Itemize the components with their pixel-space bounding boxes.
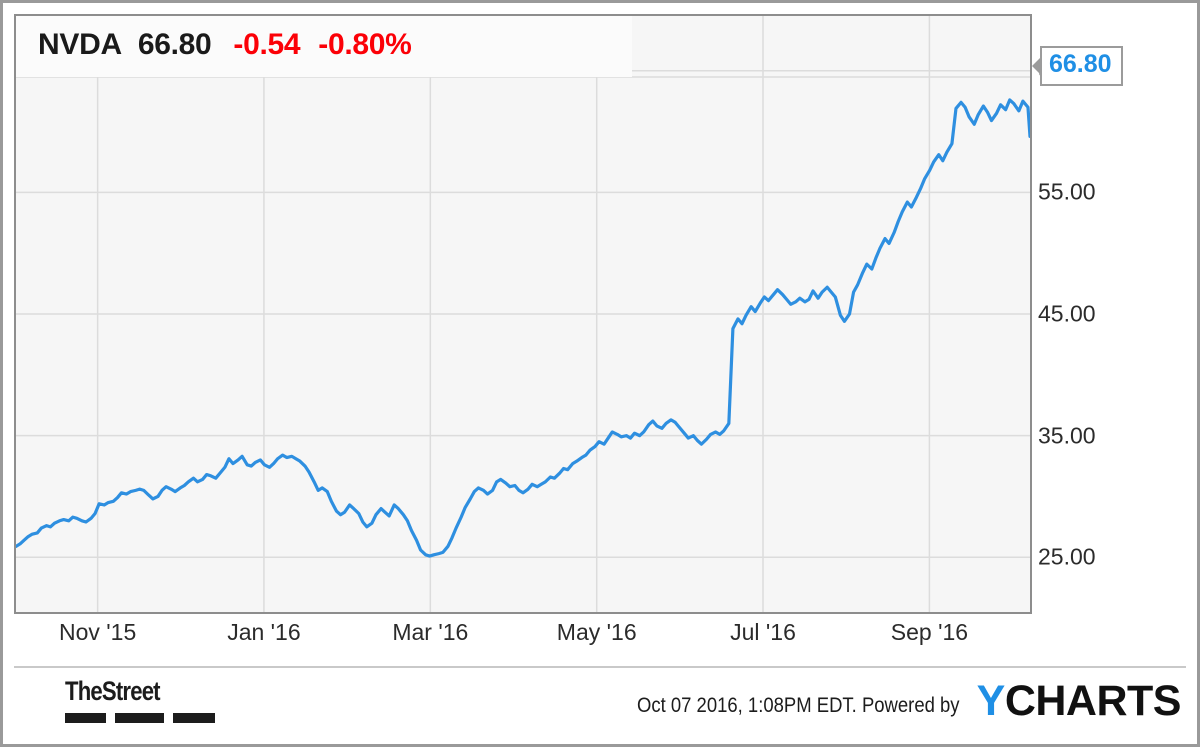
ticker-symbol: NVDA <box>38 28 122 61</box>
x-axis: Nov '15 Jan '16 Mar '16 May '16 Jul '16 Sep '… <box>14 619 1032 659</box>
plot-inner <box>16 16 1030 612</box>
quote-header: NVDA 66.80 -0.54 -0.80% <box>38 28 412 62</box>
y-axis-tick-label: 35.00 <box>1038 422 1096 449</box>
dash-3 <box>172 713 215 723</box>
x-axis-tick-label: Sep '16 <box>890 619 969 645</box>
x-axis-tick-label: Nov '15 <box>58 619 137 645</box>
dash-2 <box>114 713 164 723</box>
y-axis-tick-label: 55.00 <box>1038 178 1096 205</box>
quote-header-band <box>16 16 632 77</box>
ycharts-y: Y <box>976 677 1006 725</box>
y-axis-tick-label: 45.00 <box>1038 300 1096 327</box>
plot-area: NVDA 66.80 -0.54 -0.80% <box>14 14 1032 614</box>
callout-value: 66.80 <box>1040 46 1123 86</box>
price-line <box>16 98 1030 558</box>
x-axis-tick-label: Mar '16 <box>392 619 469 645</box>
thestreet-logo: TheStreet <box>65 676 215 723</box>
footer-divider <box>14 666 1186 668</box>
thestreet-dashes-icon <box>65 713 215 723</box>
price-change: -0.54 <box>233 28 301 61</box>
dash-1 <box>65 713 106 723</box>
price-change-percent: -0.80% <box>318 28 412 61</box>
x-axis-tick-label: May '16 <box>556 619 637 645</box>
callout-notch-icon <box>1032 57 1041 75</box>
x-axis-tick-label: Jan '16 <box>227 619 301 645</box>
y-axis-tick-label: 25.00 <box>1038 543 1096 570</box>
ycharts-logo: YCHARTS <box>976 677 1182 725</box>
last-price: 66.80 <box>137 28 212 61</box>
grid-lines <box>16 16 1030 612</box>
ycharts-wordmark: CHARTS <box>1004 677 1182 725</box>
thestreet-wordmark: TheStreet <box>65 676 161 706</box>
last-price-callout: 66.80 <box>1032 46 1123 86</box>
attribution-text: Oct 07 2016, 1:08PM EDT. Powered by <box>637 694 960 717</box>
footer: TheStreet Oct 07 2016, 1:08PM EDT. Power… <box>3 666 1197 744</box>
x-axis-tick-label: Jul '16 <box>730 619 796 645</box>
